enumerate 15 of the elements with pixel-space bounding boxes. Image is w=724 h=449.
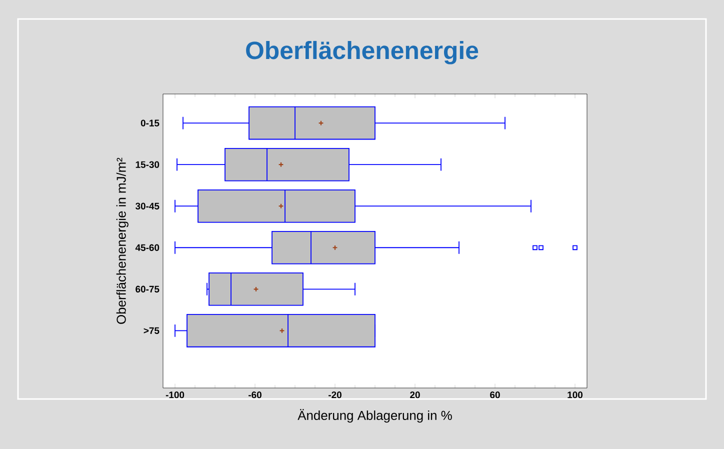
x-tick-label: -100 (166, 392, 184, 398)
chart-title: Oberflächenenergie (246, 40, 478, 64)
x-tick-label: 60 (490, 392, 500, 398)
y-tick-label: >75 (144, 327, 160, 334)
x-tick-label: 100 (568, 392, 583, 398)
y-tick-label: 30-45 (136, 202, 160, 210)
x-axis-title: Änderung Ablagerung in % (298, 409, 452, 423)
x-tick-label: -60 (248, 392, 262, 398)
y-tick-label: 45-60 (135, 244, 160, 251)
y-tick-label: 60-75 (136, 286, 160, 293)
y-tick-label: 15-30 (136, 161, 160, 168)
x-tick-label: 20 (410, 392, 420, 398)
x-tick-label: -20 (328, 392, 342, 398)
y-tick-label: 0-15 (140, 120, 160, 126)
y-axis-title: Oberflächenenergie in mJ/m² (116, 158, 128, 324)
